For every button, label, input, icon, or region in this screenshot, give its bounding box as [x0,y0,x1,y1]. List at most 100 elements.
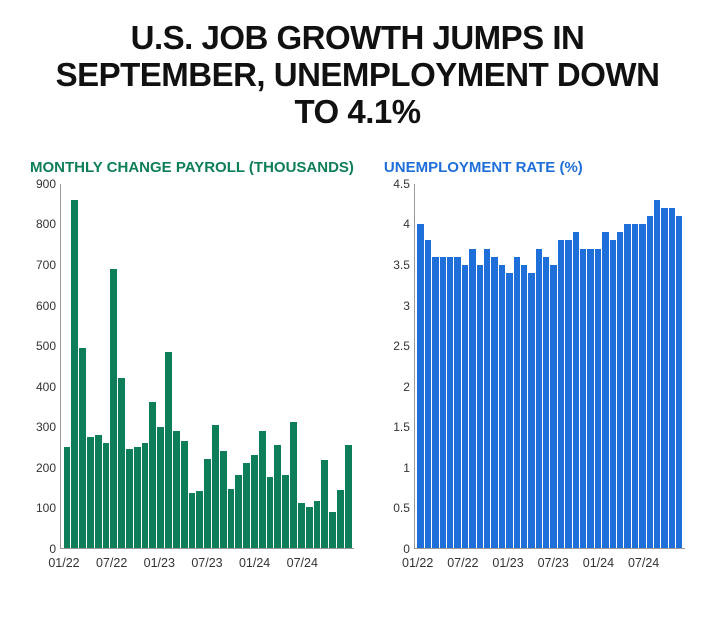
bar [580,249,586,548]
infographic-root: U.S. JOB GROWTH JUMPS IN SEPTEMBER, UNEM… [0,0,715,620]
bar [329,512,336,548]
bar [345,445,352,548]
plot-payroll: 0100200300400500600700800900 01/2207/220… [30,184,354,574]
x-tick: 07/22 [447,556,478,570]
bar [676,216,682,548]
y-tick: 100 [36,501,56,515]
bar [491,257,497,548]
bar [602,232,608,547]
bar [440,257,446,548]
x-tick: 01/22 [402,556,433,570]
plot-area-payroll [60,184,354,549]
bar [337,490,344,547]
bar [274,445,281,548]
y-tick: 0 [49,542,56,556]
bar [228,489,235,548]
y-axis-payroll: 0100200300400500600700800900 [30,184,60,549]
bars-payroll [61,184,354,548]
y-tick: 2.5 [393,339,410,353]
plot-unemployment: 00.511.522.533.544.5 01/2207/2201/2307/2… [384,184,685,574]
bar [251,455,258,548]
bar [632,224,638,548]
y-tick: 400 [36,380,56,394]
y-tick: 800 [36,217,56,231]
bar [417,224,423,548]
bar [321,460,328,548]
bar [87,437,94,548]
bar [447,257,453,548]
bar [639,224,645,548]
bar [220,451,227,548]
bar [669,208,675,548]
payroll-chart: MONTHLY CHANGE PAYROLL (THOUSANDS) 0 100 2… [30,159,354,574]
bar [290,422,297,547]
bar [558,240,564,547]
x-tick: 01/23 [492,556,523,570]
bar [432,257,438,548]
bar [624,224,630,548]
bar [196,491,203,548]
bar [134,447,141,548]
bar [157,427,164,548]
bar [110,269,117,548]
x-tick: 01/22 [48,556,79,570]
bar [521,265,527,548]
bar [499,265,505,548]
y-tick: 0.5 [393,501,410,515]
x-tick: 07/23 [191,556,222,570]
x-tick: 07/24 [628,556,659,570]
x-tick: 01/24 [239,556,270,570]
bar [565,240,571,547]
page-title: U.S. JOB GROWTH JUMPS IN SEPTEMBER, UNEM… [30,20,685,131]
bars-unemployment [415,184,685,548]
bar [259,431,266,548]
bar [587,249,593,548]
bar [661,208,667,548]
x-tick: 01/24 [583,556,614,570]
y-tick: 700 [36,258,56,272]
bar [550,265,556,548]
bar [469,249,475,548]
x-axis-payroll: 01/2207/2201/2307/2301/2407/24 [60,552,354,574]
bar [79,348,86,548]
bar [173,431,180,548]
bar [506,273,512,548]
bar [243,463,250,548]
bar [235,475,242,548]
y-tick: 600 [36,299,56,313]
bar [425,240,431,547]
y-axis-unemployment: 00.511.522.533.544.5 [384,184,414,549]
y-tick: 500 [36,339,56,353]
bar [514,257,520,548]
bar [71,200,78,548]
bar [484,249,490,548]
y-tick: 300 [36,420,56,434]
y-tick: 900 [36,177,56,191]
bar [298,503,305,547]
y-tick: 2 [403,380,410,394]
y-tick: 200 [36,461,56,475]
bar [142,443,149,548]
unemployment-chart: UNEMPLOYMENT RATE (%) 00.511.522.533.544… [384,159,685,574]
chart-title-payroll: MONTHLY CHANGE PAYROLL (THOUSANDS) [30,159,354,176]
bar [181,441,188,548]
bar [314,501,321,548]
bar [149,402,156,548]
bar [477,265,483,548]
x-tick: 07/24 [287,556,318,570]
x-tick: 01/23 [144,556,175,570]
charts-row: MONTHLY CHANGE PAYROLL (THOUSANDS) 0 100 2… [30,159,685,574]
y-tick: 4.5 [393,177,410,191]
bar [282,475,289,548]
bar [204,459,211,548]
bar [528,273,534,548]
y-tick: 0 [403,542,410,556]
bar [118,378,125,548]
x-axis-unemployment: 01/2207/2201/2307/2301/2407/24 [414,552,685,574]
bar [64,447,71,548]
bar [212,425,219,548]
bar [95,435,102,548]
bar [103,443,110,548]
y-tick: 3.5 [393,258,410,272]
bar [189,493,196,548]
